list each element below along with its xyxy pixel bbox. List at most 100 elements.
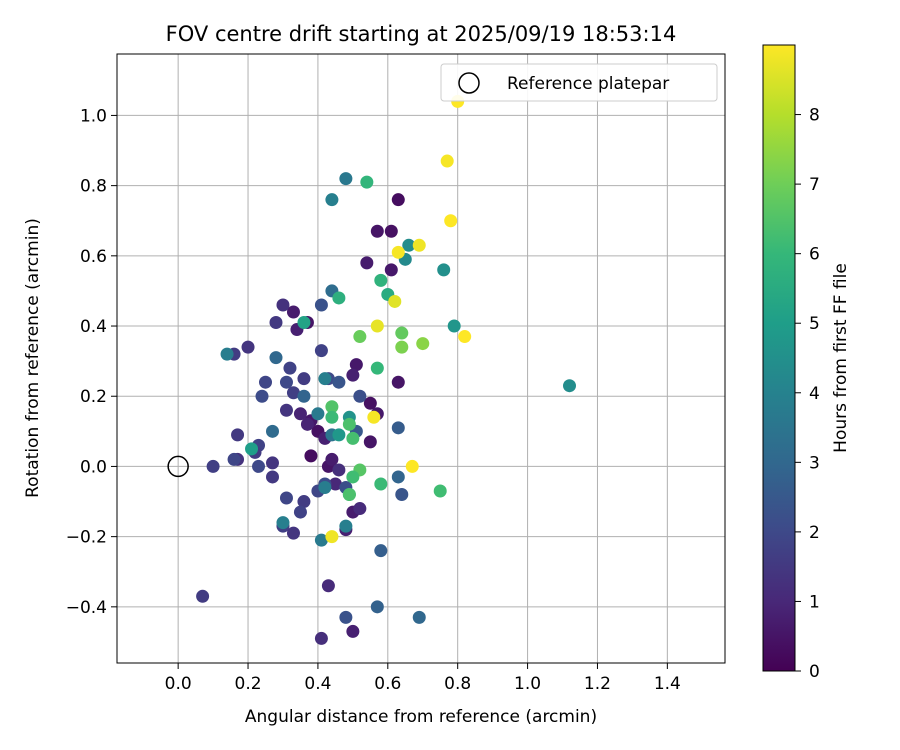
data-point [353,502,367,516]
data-point [332,291,346,305]
x-tick-label: 0.8 [444,674,471,694]
x-axis-label: Angular distance from reference (arcmin) [245,707,597,727]
data-point [374,477,388,491]
data-point [405,459,419,473]
data-point [276,516,290,530]
data-point [325,452,339,466]
data-point [339,610,353,624]
legend-marker-icon [458,72,480,94]
data-point [363,396,377,410]
legend-entry-reference: Reference platepar [507,74,669,94]
data-point [332,463,346,477]
data-point [370,319,384,333]
data-point [384,224,398,238]
x-tick-label: 0.2 [235,674,262,694]
data-point [269,351,283,365]
data-point [279,403,293,417]
data-point [370,600,384,614]
data-point [196,589,210,603]
data-point [300,417,314,431]
data-point [293,505,307,519]
data-point [444,214,458,228]
legend: Reference platepar [440,63,718,102]
data-point [384,263,398,277]
data-point [297,495,311,509]
data-point [563,379,577,393]
data-point [314,344,328,358]
data-point [388,294,402,308]
data-point [349,358,363,372]
data-point [252,459,266,473]
x-tick-label: 0.6 [374,674,401,694]
x-tick-label: 0.0 [165,674,192,694]
data-point [325,400,339,414]
colorbar-tick-label: 8 [809,106,820,126]
data-point [227,452,241,466]
y-tick-label: 0.0 [80,457,107,477]
data-point [416,337,430,351]
y-tick-label: 0.4 [80,317,107,337]
data-point [353,330,367,344]
colorbar-tick-label: 2 [809,523,820,543]
data-point [353,389,367,403]
data-point [314,533,328,547]
data-point [325,193,339,207]
data-point [265,470,279,484]
data-point [360,175,374,189]
colorbar-tick-label: 1 [809,592,820,612]
data-point [293,407,307,421]
x-tick-label: 1.4 [654,674,681,694]
data-point [346,470,360,484]
data-point [297,372,311,386]
colorbar-tick-label: 7 [809,175,820,195]
data-point [391,245,405,259]
colorbar-tick-label: 6 [809,245,820,265]
data-point [297,389,311,403]
data-point [279,375,293,389]
data-point [314,298,328,312]
colorbar-fill [763,45,795,671]
y-tick-label: 0.2 [80,387,107,407]
data-point [318,480,332,494]
colorbar-frame [762,44,796,672]
data-points [196,94,577,645]
data-point [255,389,269,403]
data-point [402,238,416,252]
y-axis-label: Rotation from reference (arcmin) [23,218,43,498]
data-point [279,491,293,505]
data-point [332,375,346,389]
data-point [259,375,273,389]
x-axis-ticks: 0.0 0.2 0.4 0.6 0.8 1.0 1.2 1.4 [165,663,681,694]
data-point [447,319,461,333]
data-point [241,340,255,354]
colorbar-tick-label: 4 [809,384,820,404]
x-tick-label: 1.0 [514,674,541,694]
data-point [391,421,405,435]
data-point [370,224,384,238]
data-point [370,361,384,375]
y-axis-ticks: −0.4 −0.2 0.0 0.2 0.4 0.6 0.8 1.0 [66,106,117,618]
data-point [332,428,346,442]
data-point [412,238,426,252]
data-point [346,431,360,445]
data-point [286,305,300,319]
reference-point-marker [167,455,189,478]
data-point [286,386,300,400]
data-point [321,579,335,593]
data-point [395,488,409,502]
data-point [346,624,360,638]
plot-area [117,54,725,663]
data-point [245,442,259,456]
data-point [458,330,472,344]
data-point [342,488,356,502]
colorbar-label: Hours from first FF file [831,263,851,453]
data-point [297,316,311,330]
data-point [265,456,279,470]
data-point [265,424,279,438]
chart-title: FOV centre drift starting at 2025/09/19 … [166,22,677,46]
colorbar-tick-label: 3 [809,453,820,473]
data-point [318,372,332,386]
x-tick-label: 1.2 [584,674,611,694]
data-point [367,410,381,424]
data-point [433,484,447,498]
